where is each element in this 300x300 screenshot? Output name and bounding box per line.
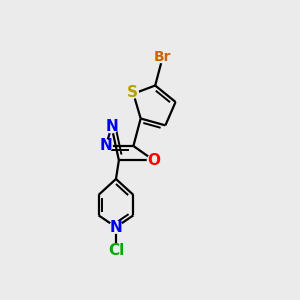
Circle shape: [147, 154, 160, 166]
Text: N: N: [99, 139, 112, 154]
Circle shape: [126, 86, 138, 98]
Text: S: S: [127, 85, 137, 100]
Circle shape: [156, 51, 169, 63]
Text: N: N: [105, 119, 118, 134]
Text: N: N: [110, 220, 122, 235]
Circle shape: [99, 140, 112, 152]
Text: Br: Br: [154, 50, 171, 64]
Text: O: O: [147, 153, 160, 168]
Circle shape: [110, 244, 122, 256]
Circle shape: [105, 121, 118, 133]
Circle shape: [110, 221, 122, 233]
Text: Cl: Cl: [108, 243, 124, 258]
